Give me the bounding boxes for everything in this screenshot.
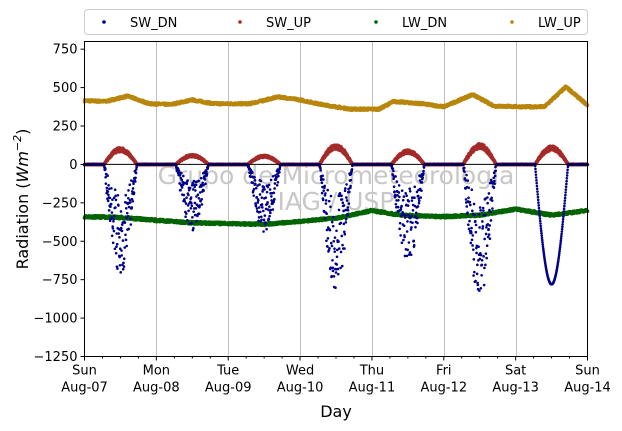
watermark: Grupo de Micrometeorologia IAG / USP	[158, 161, 515, 216]
series-lw-up	[82, 84, 590, 112]
series-lw-dn	[82, 206, 590, 228]
vertical-gridlines	[156, 41, 517, 357]
